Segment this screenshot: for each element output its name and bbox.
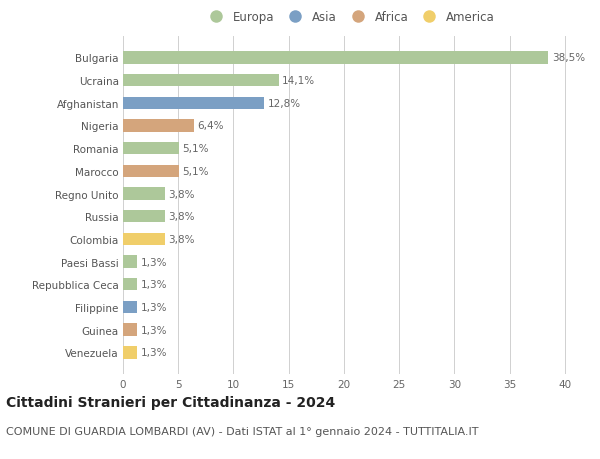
Text: 1,3%: 1,3% — [140, 347, 167, 358]
Bar — [123, 52, 548, 65]
Text: Cittadini Stranieri per Cittadinanza - 2024: Cittadini Stranieri per Cittadinanza - 2… — [6, 395, 335, 409]
Bar — [123, 256, 137, 268]
Bar — [123, 120, 194, 132]
Text: 1,3%: 1,3% — [140, 325, 167, 335]
Bar — [123, 188, 165, 200]
Text: 12,8%: 12,8% — [268, 99, 301, 108]
Bar — [123, 279, 137, 291]
Bar — [123, 346, 137, 359]
Legend: Europa, Asia, Africa, America: Europa, Asia, Africa, America — [202, 9, 497, 27]
Bar — [123, 301, 137, 313]
Bar — [123, 165, 179, 178]
Text: 3,8%: 3,8% — [168, 189, 195, 199]
Bar — [123, 97, 265, 110]
Text: 3,8%: 3,8% — [168, 235, 195, 244]
Bar — [123, 211, 165, 223]
Bar — [123, 143, 179, 155]
Text: COMUNE DI GUARDIA LOMBARDI (AV) - Dati ISTAT al 1° gennaio 2024 - TUTTITALIA.IT: COMUNE DI GUARDIA LOMBARDI (AV) - Dati I… — [6, 426, 479, 436]
Bar — [123, 233, 165, 246]
Bar — [123, 75, 279, 87]
Text: 1,3%: 1,3% — [140, 280, 167, 290]
Text: 6,4%: 6,4% — [197, 121, 224, 131]
Text: 5,1%: 5,1% — [182, 167, 209, 176]
Text: 1,3%: 1,3% — [140, 302, 167, 312]
Text: 5,1%: 5,1% — [182, 144, 209, 154]
Text: 3,8%: 3,8% — [168, 212, 195, 222]
Text: 1,3%: 1,3% — [140, 257, 167, 267]
Bar — [123, 324, 137, 336]
Text: 38,5%: 38,5% — [551, 53, 585, 63]
Text: 14,1%: 14,1% — [282, 76, 315, 86]
